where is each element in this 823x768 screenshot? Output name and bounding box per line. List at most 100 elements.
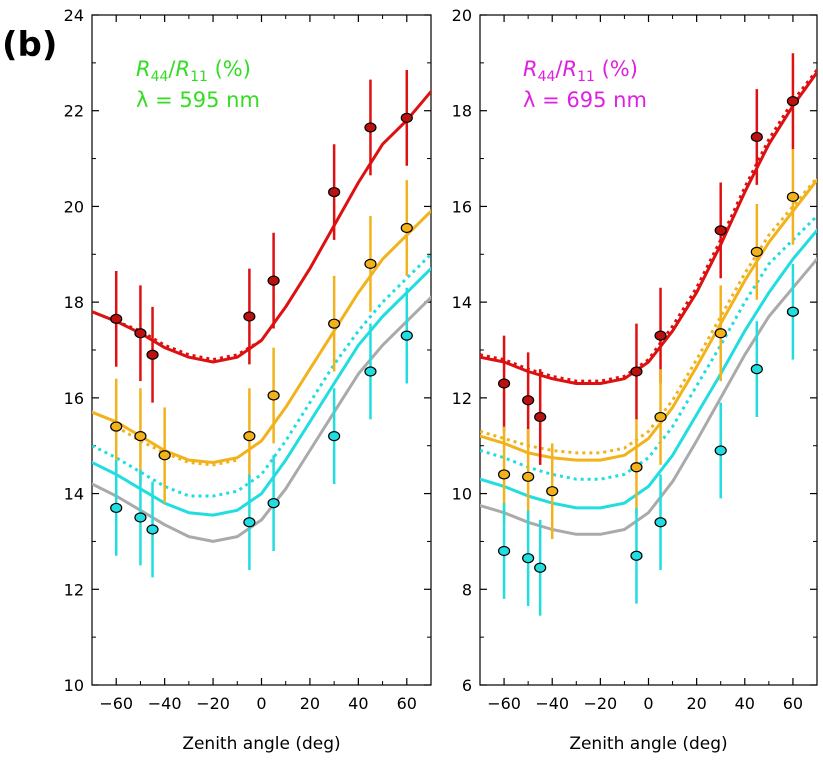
ratio-sub-1: 44 xyxy=(151,69,169,85)
data-point-red xyxy=(400,112,413,123)
data-point-red xyxy=(654,330,667,341)
data-point-red xyxy=(750,131,763,143)
data-point-orange xyxy=(400,222,413,234)
data-point-cyan xyxy=(267,498,280,509)
ratio-sub-2: 11 xyxy=(577,69,595,85)
data-point-red xyxy=(497,378,511,389)
data-point-orange xyxy=(364,258,377,269)
data-point-cyan xyxy=(654,517,667,528)
data-point-cyan xyxy=(786,306,800,317)
x-tick-label: 0 xyxy=(256,694,266,713)
y-tick-label: 20 xyxy=(452,6,472,25)
data-point-orange xyxy=(328,318,341,329)
x-tick-label: 60 xyxy=(783,694,803,713)
series-line-cyan xyxy=(480,228,817,510)
data-point-orange xyxy=(110,421,123,432)
y-tick-label: 16 xyxy=(452,197,472,216)
ratio-base-1: R xyxy=(523,57,538,81)
series-line-cyan-dotted xyxy=(92,253,431,498)
data-point-red xyxy=(328,186,341,198)
wavelength-annotation: λ = 595 nm xyxy=(136,88,260,112)
x-tick-label: 40 xyxy=(735,694,755,713)
x-tick-label: 60 xyxy=(397,694,417,713)
data-point-orange xyxy=(158,450,171,461)
y-tick-label: 10 xyxy=(64,676,84,695)
plot-frame xyxy=(479,14,818,686)
data-point-orange xyxy=(654,411,667,423)
right-panel: 6 8 10 12 14 16 18 20 −60 −40 −20 0 20 40 60 Zenith ang… xyxy=(452,6,818,754)
data-point-cyan xyxy=(146,524,159,535)
ratio-annotation: R44/R11 (%) xyxy=(523,57,638,85)
ratio-unit: (%) xyxy=(595,57,638,81)
x-axis-label: Zenith angle (deg) xyxy=(569,734,727,754)
data-point-orange xyxy=(546,486,559,497)
data-point-red xyxy=(714,225,727,236)
y-tick-label: 16 xyxy=(64,389,84,408)
data-point-cyan xyxy=(714,445,727,456)
y-tick-label: 12 xyxy=(64,580,84,599)
ratio-separator: / xyxy=(168,57,176,81)
ratio-base-2: R xyxy=(563,57,578,81)
ratio-separator: / xyxy=(555,57,563,81)
panel-tag: (b) xyxy=(2,25,57,65)
data-point-orange xyxy=(630,462,643,473)
x-tick-label: 20 xyxy=(686,694,706,713)
data-point-cyan xyxy=(364,366,377,377)
y-tick-label: 24 xyxy=(64,6,84,25)
data-point-red xyxy=(522,395,535,406)
data-point-red xyxy=(786,96,800,107)
data-point-cyan xyxy=(534,562,547,573)
series-line-cyan xyxy=(92,267,431,517)
x-tick-label: −40 xyxy=(535,694,569,713)
wavelength-annotation: λ = 695 nm xyxy=(523,88,647,112)
y-tick-label: 18 xyxy=(452,102,472,121)
y-tick-label: 14 xyxy=(64,485,84,504)
ratio-base-2: R xyxy=(176,57,191,81)
ratio-base-1: R xyxy=(136,57,151,81)
data-point-orange xyxy=(714,328,727,339)
left-panel: 10 12 14 16 18 20 22 24 −60 −40 −20 0 20 40 60 Zenith a… xyxy=(64,6,432,754)
y-tick-label: 14 xyxy=(452,293,472,312)
ratio-unit: (%) xyxy=(208,57,251,81)
data-point-cyan xyxy=(110,502,123,514)
ratio-annotation: R44/R11 (%) xyxy=(136,57,251,85)
ratio-sub-1: 44 xyxy=(538,69,556,85)
series-line-orange-dotted xyxy=(480,176,817,455)
series-line-red-dotted xyxy=(480,69,817,383)
data-point-red xyxy=(630,366,643,377)
data-point-red xyxy=(267,275,280,286)
y-tick-label: 6 xyxy=(462,676,472,695)
data-point-orange xyxy=(243,431,256,442)
data-point-orange xyxy=(750,246,763,257)
x-tick-label: −20 xyxy=(196,694,230,713)
data-point-orange xyxy=(497,469,511,480)
data-point-cyan xyxy=(630,550,643,561)
data-point-red xyxy=(364,122,377,133)
data-point-cyan xyxy=(400,330,413,341)
series-line-gray xyxy=(480,257,817,536)
data-point-red xyxy=(243,311,256,322)
x-tick-label: 0 xyxy=(643,694,653,713)
data-point-red xyxy=(110,313,123,324)
x-axis-label: Zenith angle (deg) xyxy=(182,734,340,754)
y-tick-label: 22 xyxy=(64,102,84,121)
data-point-red xyxy=(534,411,547,423)
data-point-cyan xyxy=(497,545,511,557)
curves xyxy=(480,69,817,536)
y-tick-label: 20 xyxy=(64,197,84,216)
x-tick-label: −20 xyxy=(583,694,617,713)
data-point-orange xyxy=(786,191,800,202)
curves xyxy=(92,90,431,543)
data-point-orange xyxy=(134,431,147,442)
data-point-orange xyxy=(522,471,535,482)
x-tick-label: −60 xyxy=(487,694,521,713)
x-tick-label: −60 xyxy=(99,694,133,713)
data-point-cyan xyxy=(750,364,763,375)
data-point-cyan xyxy=(522,553,535,564)
y-tick-label: 12 xyxy=(452,389,472,408)
data-point-cyan xyxy=(328,431,341,442)
data-point-red xyxy=(146,349,159,360)
x-tick-label: −40 xyxy=(148,694,182,713)
series-line-red xyxy=(92,90,431,364)
